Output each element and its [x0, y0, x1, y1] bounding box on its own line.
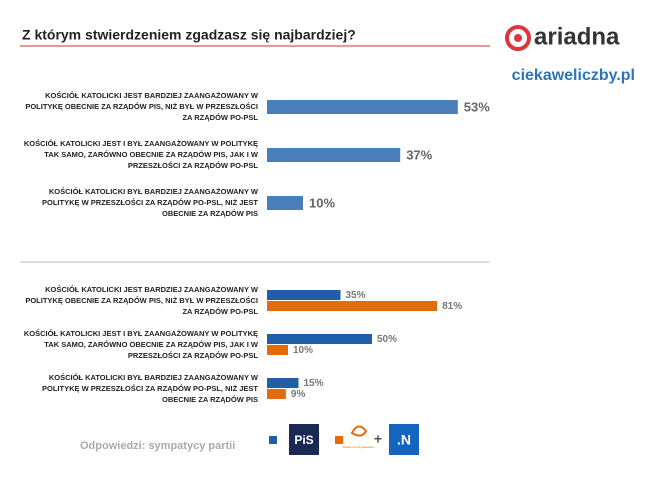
plus: +	[374, 431, 382, 447]
bar	[267, 290, 341, 300]
bar	[267, 389, 286, 399]
title: Z którym stwierdzeniem zgadzasz się najb…	[22, 27, 356, 43]
value-label: 53%	[464, 99, 490, 114]
category-label: KOŚCIÓŁ KATOLICKI JEST BARDZIEJ ZAANGAŻO…	[25, 285, 258, 316]
bar	[267, 345, 288, 355]
value-label: 9%	[291, 389, 306, 400]
site: ciekaweliczby.pl	[512, 67, 635, 84]
brand: ariadna	[534, 23, 620, 50]
value-label: 10%	[293, 345, 313, 356]
pis-logo-text: PiS	[294, 433, 313, 447]
pis-logo	[289, 424, 319, 455]
category-label: KOŚCIÓŁ KATOLICKI JEST I BYŁ ZAANGAŻOWAN…	[23, 139, 258, 170]
value-label: 15%	[304, 378, 324, 389]
bar	[267, 301, 438, 311]
logo-icon	[505, 25, 531, 51]
category-label: KOŚCIÓŁ KATOLICKI JEST BARDZIEJ ZAANGAŻO…	[25, 91, 258, 122]
legend-swatch	[335, 436, 343, 444]
legend-swatch	[269, 436, 277, 444]
category-label: KOŚCIÓŁ KATOLICKI BYŁ BARDZIEJ ZAANGAŻOW…	[42, 187, 258, 218]
category-label: KOŚCIÓŁ KATOLICKI JEST I BYŁ ZAANGAŻOWAN…	[23, 329, 258, 360]
note: Odpowiedzi: sympatycy partii	[80, 440, 235, 452]
bar	[267, 196, 303, 210]
value-label: 81%	[442, 301, 462, 312]
n-logo-text: .N	[397, 432, 411, 448]
value-label: 37%	[406, 147, 432, 162]
po-logo-text: Platforma Obywatelska	[343, 445, 374, 449]
bar	[267, 378, 299, 388]
bar	[267, 334, 372, 344]
value-label: 10%	[309, 195, 335, 210]
n-logo	[389, 424, 419, 455]
category-label: KOŚCIÓŁ KATOLICKI BYŁ BARDZIEJ ZAANGAŻOW…	[42, 373, 258, 404]
bar	[267, 148, 401, 162]
logo-dot	[514, 34, 522, 42]
po-logo	[350, 425, 368, 437]
value-label: 50%	[377, 334, 397, 345]
value-label: 35%	[346, 290, 366, 301]
bar	[267, 100, 458, 114]
